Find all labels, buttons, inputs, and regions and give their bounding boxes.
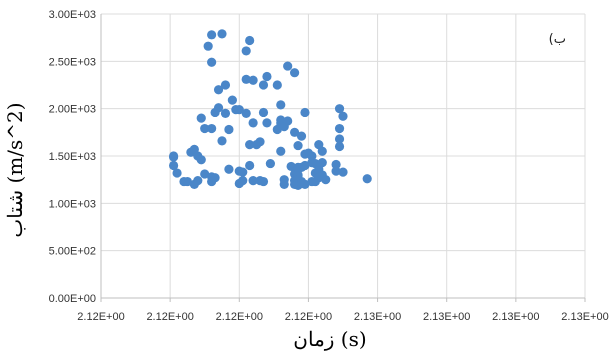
data-point	[217, 29, 227, 39]
y-tick-label: 2.50E+03	[49, 56, 96, 68]
data-point	[172, 168, 182, 178]
data-point	[217, 136, 227, 146]
data-point	[245, 140, 255, 150]
axes	[100, 14, 586, 302]
data-point	[290, 68, 300, 78]
data-point	[283, 116, 293, 126]
data-point	[241, 74, 251, 84]
data-point	[262, 118, 272, 128]
data-point	[362, 174, 372, 184]
data-point	[207, 123, 217, 134]
data-point	[182, 176, 193, 187]
data-point	[321, 175, 331, 185]
data-point	[238, 167, 248, 177]
data-point	[241, 46, 251, 56]
data-point	[200, 169, 210, 179]
data-point	[220, 80, 231, 90]
data-point	[279, 179, 289, 189]
data-point	[200, 123, 210, 134]
data-point	[265, 158, 275, 169]
x-tick-label: 2.12E+00	[146, 311, 193, 323]
data-point	[258, 80, 269, 90]
data-point	[196, 113, 206, 123]
data-point	[338, 111, 348, 121]
y-tick-label: 0.00E+00	[49, 293, 96, 305]
data-point	[248, 176, 258, 186]
y-tick-label: 5.00E+02	[49, 246, 96, 258]
x-tick-label: 2.13E+00	[492, 311, 539, 323]
data-point	[290, 127, 300, 137]
data-point	[203, 41, 213, 51]
data-point	[338, 167, 348, 177]
data-point	[300, 179, 310, 189]
data-point	[300, 107, 310, 118]
data-point	[334, 104, 345, 114]
data-point	[334, 141, 345, 152]
y-tick-label: 1.00E+03	[49, 198, 96, 210]
y-axis-title: شتاب (m/s^2)	[3, 102, 27, 237]
data-point	[169, 152, 179, 162]
data-point	[213, 85, 224, 95]
data-point	[331, 166, 341, 176]
data-point	[234, 105, 244, 115]
data-point	[283, 61, 293, 71]
data-point	[210, 173, 220, 183]
data-point	[248, 75, 258, 85]
data-point	[293, 140, 303, 151]
data-point	[245, 160, 255, 171]
data-points	[169, 29, 372, 190]
data-point	[196, 155, 206, 165]
data-point	[296, 131, 307, 141]
data-point	[276, 146, 286, 156]
data-point	[334, 123, 345, 134]
data-point	[169, 160, 179, 171]
data-point	[207, 57, 217, 67]
data-point	[276, 100, 286, 110]
data-point	[300, 160, 310, 171]
data-point	[245, 35, 255, 46]
data-point	[258, 176, 269, 187]
data-point	[258, 107, 269, 118]
data-point	[193, 176, 203, 186]
data-point	[213, 103, 224, 113]
y-tick-label: 2.00E+03	[49, 104, 96, 116]
panel-label: (ب	[549, 32, 566, 47]
y-tick-label: 1.50E+03	[49, 151, 96, 163]
data-point	[207, 30, 217, 40]
data-point	[220, 108, 231, 118]
gridlines	[101, 13, 586, 298]
data-point	[307, 151, 317, 161]
data-point	[241, 108, 251, 118]
data-point	[255, 137, 265, 147]
data-point	[317, 158, 327, 168]
x-tick-labels: 2.12E+00 2.12E+00 2.12E+00 2.12E+00 2.13E+00…	[77, 311, 608, 323]
x-tick-label: 2.13E+00	[423, 311, 470, 323]
data-point	[224, 164, 234, 174]
data-point	[262, 71, 272, 82]
x-tick-label: 2.12E+00	[216, 311, 263, 323]
data-point	[248, 118, 258, 128]
data-point	[331, 159, 341, 170]
x-axis-title: زمان (s)	[293, 327, 366, 351]
y-tick-labels: 0.00E+00 5.00E+02 1.00E+03 1.50E+03 2.00E+03…	[49, 9, 96, 305]
x-tick-label: 2.12E+00	[77, 311, 124, 323]
x-tick-label: 2.13E+00	[561, 311, 608, 323]
data-point	[317, 146, 327, 156]
data-point	[272, 80, 282, 90]
data-point	[227, 95, 237, 105]
y-tick-label: 3.00E+03	[49, 9, 96, 21]
data-point	[334, 134, 345, 144]
x-tick-label: 2.12E+00	[285, 311, 332, 323]
data-point	[224, 124, 234, 135]
data-point	[286, 161, 296, 172]
data-point	[238, 176, 248, 186]
x-tick-label: 2.13E+00	[354, 311, 401, 323]
